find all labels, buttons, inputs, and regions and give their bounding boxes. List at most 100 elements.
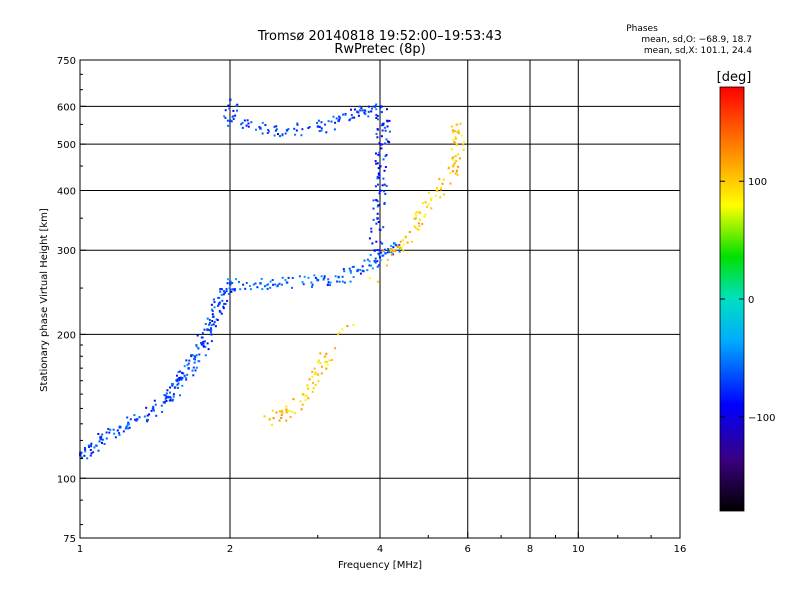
scatter-point xyxy=(275,128,278,131)
scatter-point xyxy=(378,176,381,179)
scatter-point xyxy=(194,369,197,372)
scatter-point xyxy=(386,258,389,261)
scatter-point xyxy=(226,282,229,285)
scatter-point xyxy=(169,399,172,402)
scatter-point xyxy=(387,248,390,250)
y-tick-label: 100 xyxy=(57,474,76,485)
scatter-point xyxy=(100,436,103,438)
scatter-point xyxy=(370,264,372,267)
scatter-point xyxy=(366,258,369,261)
scatter-point xyxy=(302,283,305,286)
scatter-point xyxy=(423,215,426,218)
scatter-point xyxy=(384,155,387,158)
scatter-point xyxy=(191,354,194,356)
scatter-point xyxy=(129,418,132,421)
scatter-point xyxy=(163,394,166,396)
scatter-point xyxy=(457,153,459,156)
data-point xyxy=(285,410,289,413)
scatter-point xyxy=(210,328,213,331)
scatter-point xyxy=(280,283,283,286)
data-point xyxy=(337,275,340,279)
scatter-point xyxy=(210,327,212,330)
scatter-point xyxy=(287,128,290,130)
scatter-point xyxy=(384,166,387,168)
scatter-point xyxy=(320,127,323,130)
scatter-point xyxy=(383,183,386,186)
scatter-point xyxy=(264,124,267,126)
data-point xyxy=(285,129,289,132)
scatter-point xyxy=(377,173,380,176)
scatter-point xyxy=(172,395,175,398)
phases-o-mode: mean, sd,O: −68.9, 18.7 xyxy=(641,35,752,45)
scatter-point xyxy=(416,211,418,214)
scatter-point xyxy=(372,207,375,210)
scatter-point xyxy=(378,264,381,267)
scatter-point xyxy=(228,287,231,290)
scatter-point xyxy=(220,293,223,296)
scatter-point xyxy=(147,418,149,421)
scatter-point xyxy=(343,281,346,284)
scatter-point xyxy=(112,428,115,431)
scatter-point xyxy=(406,241,409,244)
scatter-point xyxy=(202,342,205,345)
scatter-point xyxy=(164,397,167,400)
scatter-point xyxy=(375,108,378,111)
scatter-point xyxy=(375,103,378,106)
scatter-point xyxy=(436,187,439,189)
scatter-point xyxy=(178,379,181,382)
scatter-point xyxy=(318,125,321,128)
data-point xyxy=(229,119,232,123)
scatter-point xyxy=(375,199,378,201)
scatter-point xyxy=(245,282,248,284)
scatter-point xyxy=(450,125,453,128)
scatter-point xyxy=(350,108,352,111)
scatter-point xyxy=(451,129,454,132)
scatter-point xyxy=(256,286,259,289)
scatter-point xyxy=(454,172,457,175)
scatter-point xyxy=(418,225,421,227)
colorbar-tick-label: −100 xyxy=(748,413,775,424)
scatter-point xyxy=(323,277,326,279)
scatter-point xyxy=(238,280,240,283)
scatter-point xyxy=(371,267,374,270)
scatter-point xyxy=(220,288,223,291)
scatter-point xyxy=(358,105,361,108)
scatter-point xyxy=(408,231,411,233)
data-point xyxy=(135,418,139,421)
scatter-point xyxy=(90,452,93,455)
scatter-point xyxy=(176,378,179,381)
scatter-point xyxy=(101,433,104,436)
scatter-point xyxy=(298,275,301,278)
scatter-point xyxy=(266,287,269,290)
scatter-point xyxy=(101,438,104,441)
scatter-point xyxy=(311,390,314,393)
scatter-point xyxy=(382,177,385,180)
scatter-point xyxy=(352,276,355,278)
scatter-point xyxy=(376,212,379,215)
scatter-point xyxy=(386,119,389,122)
data-point xyxy=(435,189,439,192)
scatter-point xyxy=(247,125,250,128)
scatter-point xyxy=(195,354,198,357)
scatter-point xyxy=(201,332,204,334)
scatter-point xyxy=(87,444,90,447)
gridlines xyxy=(80,60,680,538)
scatter-point xyxy=(241,126,244,129)
scatter-point xyxy=(332,115,335,118)
data-point xyxy=(418,211,421,214)
scatter-point xyxy=(304,399,307,402)
scatter-point xyxy=(128,423,130,426)
scatter-point xyxy=(198,353,201,356)
scatter-point xyxy=(316,121,319,124)
scatter-point xyxy=(241,121,244,124)
scatter-point xyxy=(230,120,233,123)
scatter-point xyxy=(457,165,460,168)
scatter-point xyxy=(447,166,450,169)
scatter-point xyxy=(451,157,453,160)
scatter-point xyxy=(301,403,304,406)
scatter-point xyxy=(203,328,206,331)
scatter-point xyxy=(314,383,317,386)
scatter-point xyxy=(153,409,155,412)
scatter-point xyxy=(291,286,293,289)
data-point xyxy=(316,278,320,282)
